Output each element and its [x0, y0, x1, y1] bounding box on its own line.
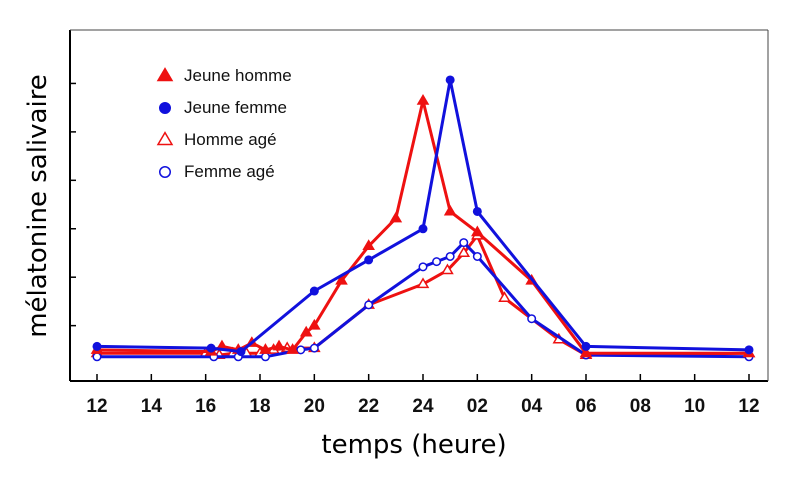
x-tick-label: 16: [195, 396, 216, 417]
data-point: [309, 286, 319, 296]
data-point: [286, 343, 299, 354]
x-tick-label: 12: [86, 396, 107, 417]
data-point: [309, 343, 319, 353]
series-line: [96, 78, 750, 354]
x-tick-label: 12: [738, 396, 759, 417]
data-point: [156, 67, 174, 82]
x-tick-label: 02: [467, 396, 488, 417]
data-point: [498, 291, 511, 302]
series-femme-age: [92, 238, 754, 362]
data-point: [416, 277, 430, 289]
data-point: [335, 273, 348, 285]
data-point: [443, 204, 457, 216]
data-point: [159, 102, 171, 114]
x-tick-label: 10: [684, 396, 705, 417]
data-point: [472, 206, 482, 216]
data-point: [206, 343, 216, 353]
legend-label: Jeune homme: [184, 66, 292, 85]
plot-frame: [69, 29, 769, 382]
legend-item: Jeune homme: [156, 66, 292, 85]
data-point: [364, 255, 374, 265]
data-point: [299, 325, 313, 337]
data-point: [418, 224, 428, 234]
series-homme-age: [90, 228, 756, 360]
data-point: [92, 341, 102, 351]
x-tick-label: 06: [575, 396, 596, 417]
x-tick-label: 04: [521, 396, 543, 417]
data-point: [744, 345, 754, 355]
x-tick-label: 18: [249, 396, 270, 417]
data-point: [236, 347, 246, 357]
data-point: [364, 300, 374, 310]
data-point: [156, 131, 174, 146]
legend-label: Homme agé: [184, 130, 277, 149]
x-axis-ticks: 12 14 16 18 20 22 24 02 04 06 08 10 12: [86, 374, 760, 417]
legend-item: Femme agé: [159, 162, 275, 181]
x-tick-label: 22: [358, 396, 379, 417]
data-point: [362, 239, 375, 251]
series-jeune-femme: [92, 75, 754, 357]
data-point: [389, 211, 403, 223]
data-point: [159, 166, 171, 178]
x-tick-label: 24: [412, 396, 434, 417]
data-point: [296, 345, 306, 355]
data-point: [457, 246, 471, 257]
x-axis-title: temps (heure): [321, 430, 506, 460]
data-point: [418, 262, 428, 272]
data-point: [441, 263, 454, 275]
data-point: [272, 339, 286, 351]
legend-label: Jeune femme: [184, 98, 287, 117]
x-tick-label: 08: [630, 396, 651, 417]
x-tick-label: 20: [304, 396, 325, 417]
data-point: [445, 75, 455, 85]
legend-item: Jeune femme: [159, 98, 287, 117]
series-line: [97, 241, 750, 359]
data-point: [92, 352, 102, 362]
data-point: [527, 314, 537, 324]
data-point: [260, 352, 270, 362]
y-axis-ticks: [70, 82, 76, 327]
data-point: [445, 251, 455, 261]
series-line: [97, 234, 750, 357]
y-axis-title: mélatonine salivaire: [23, 74, 53, 338]
series-layer: [90, 75, 756, 362]
x-tick-label: 14: [141, 396, 163, 417]
data-point: [579, 346, 593, 358]
legend-item: Homme agé: [156, 130, 277, 149]
data-point: [416, 93, 430, 105]
data-point: [259, 343, 272, 354]
data-point: [459, 238, 469, 248]
data-point: [432, 257, 442, 267]
data-point: [308, 318, 321, 330]
data-point: [472, 251, 482, 261]
data-point: [581, 341, 591, 351]
legend: Jeune homme Jeune femme Homme agé Femme agé: [156, 66, 292, 181]
data-point: [471, 225, 484, 237]
legend-label: Femme agé: [184, 162, 275, 181]
